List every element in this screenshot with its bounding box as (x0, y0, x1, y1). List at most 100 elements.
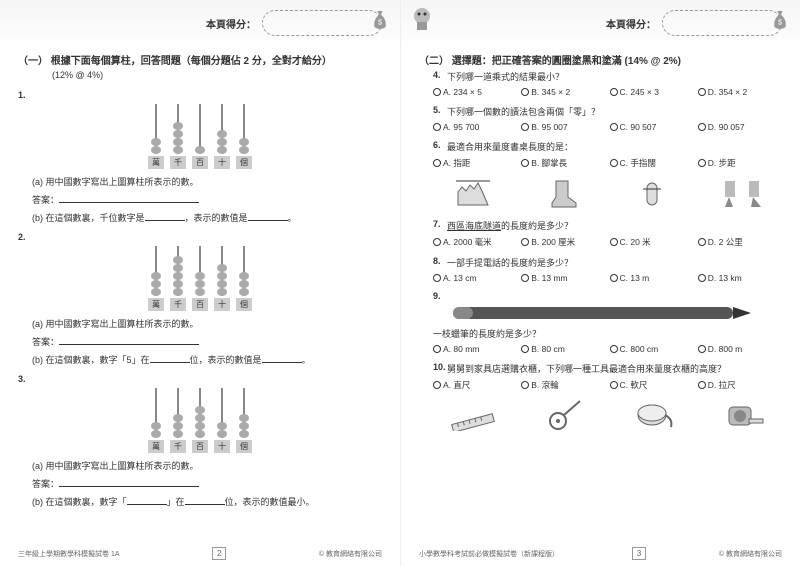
radio-circle-icon[interactable] (521, 88, 529, 96)
q6-images (433, 175, 782, 211)
option[interactable]: B. 345 × 2 (521, 87, 605, 97)
answer-line: 答案： (32, 192, 382, 206)
section-2-title: （二） 選擇題：把正確答案的圓圈塗黑和塗滿 (14% @ 2%) (419, 52, 782, 67)
option[interactable]: D. 13 km (698, 273, 782, 283)
option[interactable]: D. 步距 (698, 157, 782, 169)
radio-circle-icon[interactable] (433, 159, 441, 167)
question-3: 3. 萬千百十個 (a) 用中國數字寫出上圖算柱所表示的數。 答案： (b) 在… (18, 374, 382, 508)
score-label: 本頁得分： (206, 16, 256, 31)
option[interactable]: B. 滾輪 (521, 379, 605, 391)
header-left: 本頁得分： $ (18, 8, 382, 38)
option[interactable]: A. 2000 毫米 (433, 236, 517, 248)
question-4: 4.下列哪一道乘式的結果最小？ A. 234 × 5B. 345 × 2C. 2… (419, 70, 782, 97)
radio-circle-icon[interactable] (521, 238, 529, 246)
option[interactable]: C. 245 × 3 (610, 87, 694, 97)
option[interactable]: B. 80 cm (521, 344, 605, 354)
radio-circle-icon[interactable] (698, 159, 706, 167)
option[interactable]: A. 95 700 (433, 122, 517, 132)
radio-circle-icon[interactable] (433, 381, 441, 389)
radio-circle-icon[interactable] (610, 274, 618, 282)
option[interactable]: A. 指距 (433, 157, 517, 169)
question-5: 5.下列哪一個數的讀法包含兩個「零」？ A. 95 700B. 95 007C.… (419, 105, 782, 132)
score-box: $ (662, 10, 782, 36)
ruler-icon (448, 399, 498, 431)
score-box: $ (262, 10, 382, 36)
copyright: © 教育網絡有限公司 (719, 549, 782, 559)
abacus-icon: 萬千百十個 (145, 388, 255, 453)
radio-circle-icon[interactable] (610, 381, 618, 389)
radio-circle-icon[interactable] (698, 345, 706, 353)
radio-circle-icon[interactable] (610, 345, 618, 353)
radio-circle-icon[interactable] (610, 88, 618, 96)
radio-circle-icon[interactable] (698, 123, 706, 131)
abacus-icon: 萬千百十個 (145, 104, 255, 169)
option[interactable]: C. 20 米 (610, 236, 694, 248)
option[interactable]: A. 13 cm (433, 273, 517, 283)
question-9: 9. 一枝蠟筆的長度約是多少？ A. 80 mmB. 80 cmC. 800 c… (419, 291, 782, 354)
sub-q-b: (b) 在這個數裏，數字「」在位，表示的數值最小。 (32, 494, 382, 508)
page-left: 本頁得分： $ （一） 根據下面每個算柱，回答問題（每個分題佔 2 分，全對才給… (0, 0, 400, 566)
option[interactable]: A. 234 × 5 (433, 87, 517, 97)
radio-circle-icon[interactable] (521, 381, 529, 389)
sub-q-b: (b) 在這個數裏，數字「5」在位，表示的數值是。 (32, 352, 382, 366)
tape-measure-icon (717, 399, 767, 431)
page-number: 3 (632, 547, 646, 560)
step-icon (717, 177, 767, 209)
page-number: 2 (212, 547, 226, 560)
radio-circle-icon[interactable] (610, 123, 618, 131)
footer-right: 小學數學科考試前必做模擬試卷（新課程版） 3 © 教育網絡有限公司 (419, 547, 782, 560)
mascot-icon (407, 4, 437, 34)
option[interactable]: B. 腳掌長 (521, 157, 605, 169)
option[interactable]: D. 800 m (698, 344, 782, 354)
radio-circle-icon[interactable] (433, 274, 441, 282)
money-bag-icon: $ (371, 9, 389, 31)
q10-images (433, 397, 782, 433)
option[interactable]: C. 手指闊 (610, 157, 694, 169)
option[interactable]: C. 軟尺 (610, 379, 694, 391)
radio-circle-icon[interactable] (610, 238, 618, 246)
radio-circle-icon[interactable] (698, 274, 706, 282)
radio-circle-icon[interactable] (698, 381, 706, 389)
radio-circle-icon[interactable] (521, 159, 529, 167)
option[interactable]: A. 80 mm (433, 344, 517, 354)
option[interactable]: A. 直尺 (433, 379, 517, 391)
option[interactable]: D. 354 × 2 (698, 87, 782, 97)
sub-q-b: (b) 在這個數裏，千位數字是，表示的數值是。 (32, 210, 382, 224)
section-1-sub: (12% @ 4%) (52, 70, 382, 80)
svg-text:$: $ (778, 18, 782, 27)
option[interactable]: C. 90 507 (610, 122, 694, 132)
option[interactable]: D. 拉尺 (698, 379, 782, 391)
score-label: 本頁得分： (606, 16, 656, 31)
option[interactable]: C. 13 m (610, 273, 694, 283)
question-2: 2. 萬千百十個 (a) 用中國數字寫出上圖算柱所表示的數。 答案： (b) 在… (18, 232, 382, 366)
radio-circle-icon[interactable] (433, 345, 441, 353)
question-10: 10.舅舅到家具店選購衣櫃，下列哪一種工具最適合用來量度衣櫃的高度？ A. 直尺… (419, 362, 782, 433)
radio-circle-icon[interactable] (521, 123, 529, 131)
section-1-title: （一） 根據下面每個算柱，回答問題（每個分題佔 2 分，全對才給分） (18, 52, 382, 67)
option[interactable]: B. 95 007 (521, 122, 605, 132)
option[interactable]: C. 800 cm (610, 344, 694, 354)
radio-circle-icon[interactable] (610, 159, 618, 167)
abacus-icon: 萬千百十個 (145, 246, 255, 311)
money-bag-icon: $ (771, 9, 789, 31)
sub-q-a: (a) 用中國數字寫出上圖算柱所表示的數。 (32, 459, 382, 472)
question-1: 1. 萬千百十個 (a) 用中國數字寫出上圖算柱所表示的數。 答案： (b) 在… (18, 90, 382, 224)
option[interactable]: B. 200 厘米 (521, 236, 605, 248)
trundle-wheel-icon (538, 399, 588, 431)
option[interactable]: D. 90 057 (698, 122, 782, 132)
radio-circle-icon[interactable] (521, 345, 529, 353)
foot-icon (538, 177, 588, 209)
radio-circle-icon[interactable] (698, 88, 706, 96)
radio-circle-icon[interactable] (433, 238, 441, 246)
option[interactable]: B. 13 mm (521, 273, 605, 283)
radio-circle-icon[interactable] (698, 238, 706, 246)
question-6: 6.最適合用來量度書桌長度的是： A. 指距B. 腳掌長C. 手指闊D. 步距 (419, 140, 782, 211)
radio-circle-icon[interactable] (521, 274, 529, 282)
option[interactable]: D. 2 公里 (698, 236, 782, 248)
radio-circle-icon[interactable] (433, 123, 441, 131)
footer-left: 三年級上學期數學科模擬試卷 1A 2 © 教育網絡有限公司 (18, 547, 382, 560)
footer-text-right: 小學數學科考試前必做模擬試卷（新課程版） (419, 549, 559, 559)
question-8: 8.一部手提電話的長度約是多少？ A. 13 cmB. 13 mmC. 13 m… (419, 256, 782, 283)
answer-line: 答案： (32, 476, 382, 490)
radio-circle-icon[interactable] (433, 88, 441, 96)
